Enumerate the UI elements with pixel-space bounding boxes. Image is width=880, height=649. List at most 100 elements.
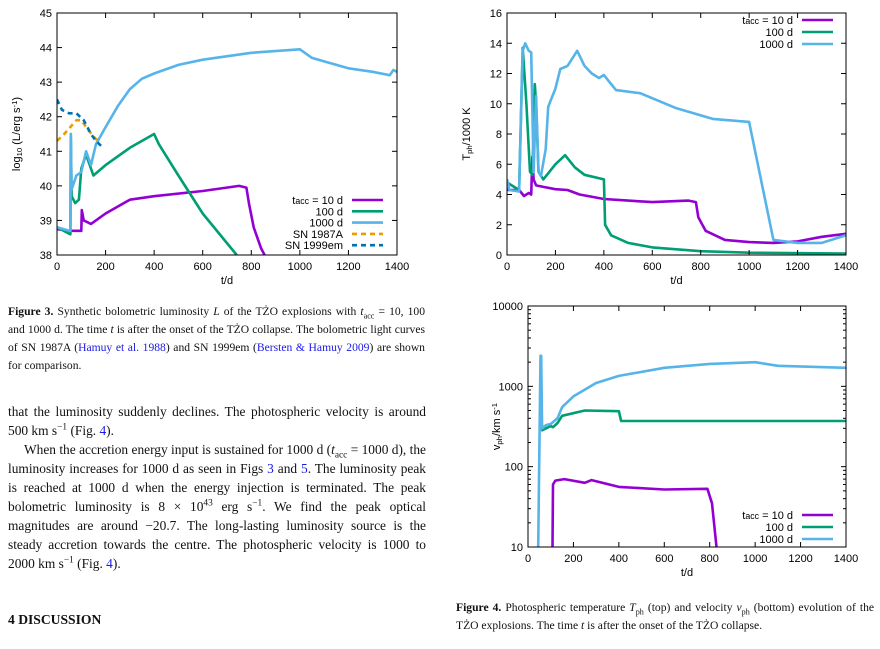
series-line-3 <box>536 354 846 547</box>
x-tick-label: 200 <box>546 261 564 273</box>
legend-label: tacc = 10 d <box>742 15 793 27</box>
label-part: t <box>742 510 745 522</box>
citation-link[interactable]: Bersten & Hamuy 2009 <box>256 341 370 354</box>
x-tick-label: 0 <box>504 261 510 273</box>
y-tick-label: 44 <box>40 43 52 55</box>
paragraph: that the luminosity suddenly declines. T… <box>8 402 426 440</box>
label-part: T <box>461 154 473 161</box>
y-tick-label: 40 <box>40 181 52 193</box>
caption-text: t <box>581 619 585 632</box>
x-axis-label: t/d <box>670 275 682 287</box>
caption-text: T <box>629 601 636 614</box>
x-tick-label: 1200 <box>336 261 360 273</box>
y-axis-label: log10 (L/erg s-1) <box>10 97 24 171</box>
label-part: 1000 d <box>309 218 343 230</box>
x-tick-label: 600 <box>194 261 212 273</box>
label-part: /1000 K <box>461 107 473 146</box>
x-tick-label: 600 <box>643 261 661 273</box>
label-part: = 10 d <box>759 15 793 27</box>
x-tick-label: 1000 <box>288 261 312 273</box>
caption-text: ph <box>741 607 750 617</box>
paragraph: When the accretion energy input is susta… <box>8 440 426 573</box>
figure-link[interactable]: 4 <box>99 423 107 438</box>
plot-frame <box>506 12 847 256</box>
series-line-2 <box>57 132 238 255</box>
label-part: 10 <box>15 148 24 157</box>
label-part: = 10 d <box>309 195 343 207</box>
label-part: acc <box>295 196 309 206</box>
x-tick-label: 200 <box>96 261 114 273</box>
x-tick-label: 800 <box>242 261 260 273</box>
y-tick-label: 16 <box>490 8 502 20</box>
figure-link[interactable]: 3 <box>267 461 274 476</box>
x-tick-label: 800 <box>692 261 710 273</box>
y-tick-label: 6 <box>496 159 502 171</box>
text: When the accretion energy input is susta… <box>24 442 332 457</box>
x-tick-label: 0 <box>54 261 60 273</box>
text: −1 <box>57 422 68 433</box>
figure-link[interactable]: 5 <box>301 461 308 476</box>
y-tick-label: 10000 <box>492 301 523 313</box>
label-part: -1 <box>490 403 499 410</box>
caption-text: ) are shown for comparison. <box>8 341 425 372</box>
caption-text: L <box>213 305 220 318</box>
text: (Fig. <box>73 556 107 571</box>
chart-1: 0 200 400 600 800 1000 1200 1400 38 39 40 41 42 43 44 4… <box>10 8 409 287</box>
chart-3: 0 200 400 600 800 1000 1200 1400 10 100 1000 10000 t… <box>490 301 858 579</box>
label-part: v <box>491 444 503 450</box>
label-part: SN 1987A <box>293 229 344 241</box>
y-tick-label: 38 <box>40 250 52 262</box>
label-part: -1 <box>10 101 19 108</box>
caption-text: is after the onset of the TŻO collapse. … <box>8 323 425 354</box>
y-tick-label: 4 <box>496 190 502 202</box>
series-line-3 <box>57 48 397 233</box>
legend-label: SN 1999em <box>285 240 343 252</box>
body-text: that the luminosity suddenly declines. T… <box>8 402 426 573</box>
y-tick-label: 42 <box>40 112 52 124</box>
caption-text: of the TŻO explosions with <box>219 305 361 318</box>
x-tick-label: 1400 <box>834 261 858 273</box>
text: erg s <box>212 499 253 514</box>
x-axis-label: t/d <box>681 567 693 579</box>
legend-label: SN 1987A <box>293 229 344 241</box>
y-tick-label: 10 <box>490 99 502 111</box>
label-part: 100 d <box>765 522 793 534</box>
plot-frame <box>56 12 398 256</box>
series-line-2 <box>540 409 846 432</box>
text: that the luminosity suddenly declines. T… <box>8 404 426 438</box>
label-part: 1000 d <box>759 534 793 546</box>
caption-text: acc <box>363 311 375 321</box>
section-heading: 4 DISCUSSION <box>8 612 102 627</box>
label-part: 1000 d <box>759 39 793 51</box>
text: 43 <box>203 498 213 509</box>
plot-frame <box>527 305 847 548</box>
y-tick-label: 100 <box>505 462 523 474</box>
x-tick-label: 0 <box>525 553 531 565</box>
series-line-3 <box>507 42 846 245</box>
label-part: ph <box>465 145 474 154</box>
x-tick-label: 400 <box>145 261 163 273</box>
y-axis-label: Tph/1000 K <box>461 107 474 161</box>
x-tick-label: 200 <box>564 553 582 565</box>
caption-text: (bottom) evolution of the TŻO explosions… <box>456 601 875 632</box>
label-part: = 10 d <box>759 510 793 522</box>
x-tick-label: 400 <box>595 261 613 273</box>
label-part: ph <box>495 436 504 445</box>
series-line-1 <box>551 477 718 547</box>
y-tick-label: 43 <box>40 77 52 89</box>
series-line-4 <box>57 118 102 143</box>
text: = 1000 d), the luminosity increases for … <box>8 442 426 476</box>
caption-label: Figure 4. <box>456 601 502 614</box>
text: t <box>331 442 335 457</box>
citation-link[interactable]: Hamuy et al. 1988 <box>78 341 166 354</box>
legend-label: 100 d <box>765 522 793 534</box>
y-tick-label: 0 <box>496 250 502 262</box>
figure-4-caption: Figure 4. Photospheric temperature Tph (… <box>456 599 874 635</box>
caption-text: t <box>110 323 114 336</box>
label-part: t <box>742 15 745 27</box>
y-tick-label: 45 <box>40 8 52 20</box>
caption-text: = 10, 100 and 1000 d. The time <box>8 305 426 336</box>
legend-label: 1000 d <box>759 39 793 51</box>
label-part: log <box>11 156 23 171</box>
figure-link[interactable]: 4 <box>106 556 113 571</box>
